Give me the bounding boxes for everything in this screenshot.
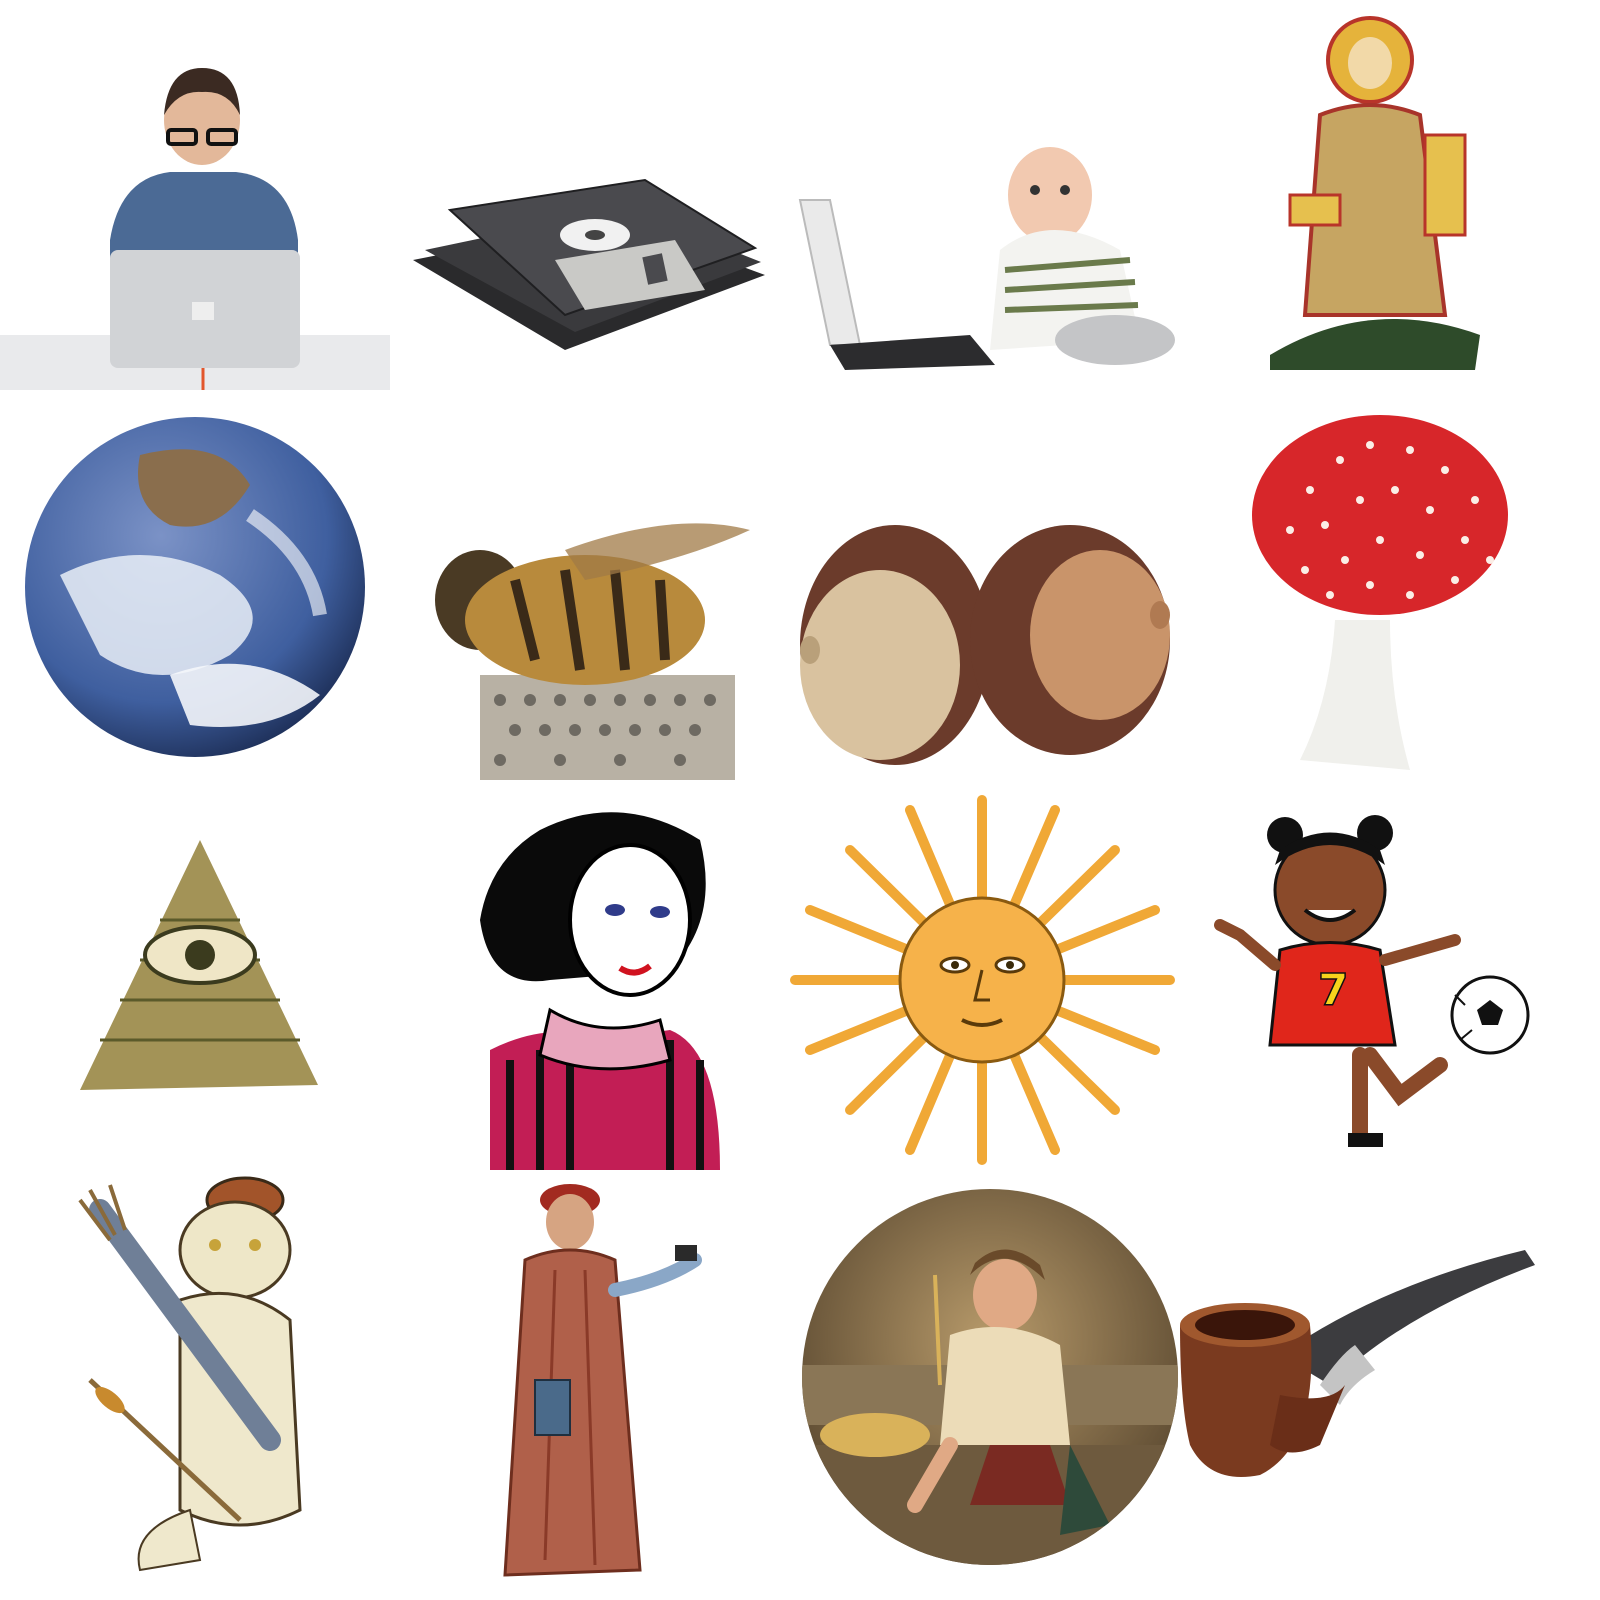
tobacco-pipe-tile	[1180, 1245, 1540, 1480]
girl-soccer-icon: 7	[1214, 815, 1530, 1147]
bee-icon	[435, 523, 750, 780]
baby-laptop-icon	[798, 147, 1175, 370]
pipe-icon	[1180, 1250, 1535, 1477]
cat-archer-tile	[70, 1176, 340, 1575]
boy-eating-pasta-tile	[800, 1185, 1180, 1570]
man-with-laptop-icon	[0, 68, 390, 390]
sun-of-may-tile	[790, 795, 1175, 1165]
eye-of-providence-icon	[80, 840, 318, 1090]
floppy-disks-tile	[405, 178, 770, 370]
cat-archer-icon	[78, 1176, 302, 1572]
dante-figure-icon	[503, 1184, 702, 1577]
man-with-laptop-tile	[0, 60, 395, 390]
floppy-disk-icon	[413, 178, 765, 350]
boy-painting-icon	[802, 1189, 1178, 1565]
jersey-number: 7	[1318, 965, 1349, 1016]
bee-on-thimble-tile	[425, 510, 755, 780]
sun-face-icon	[790, 795, 1175, 1165]
earth-globe-icon	[25, 417, 365, 757]
fly-agaric-tile	[1250, 410, 1515, 775]
icon-christ-enthroned-tile	[1270, 15, 1485, 370]
acorn-icon	[800, 525, 1170, 765]
retro-woman-tile	[470, 800, 730, 1170]
girl-soccer-tile: 7	[1210, 815, 1530, 1170]
earth-tile	[20, 415, 370, 760]
retro-woman-icon	[480, 812, 720, 1170]
eye-pyramid-tile	[80, 840, 320, 1095]
acorns-tile	[795, 520, 1180, 770]
mushroom-icon	[1252, 415, 1508, 770]
medieval-figure-icon	[1270, 16, 1480, 370]
baby-with-laptop-tile	[798, 140, 1180, 370]
dante-tile	[495, 1180, 725, 1590]
